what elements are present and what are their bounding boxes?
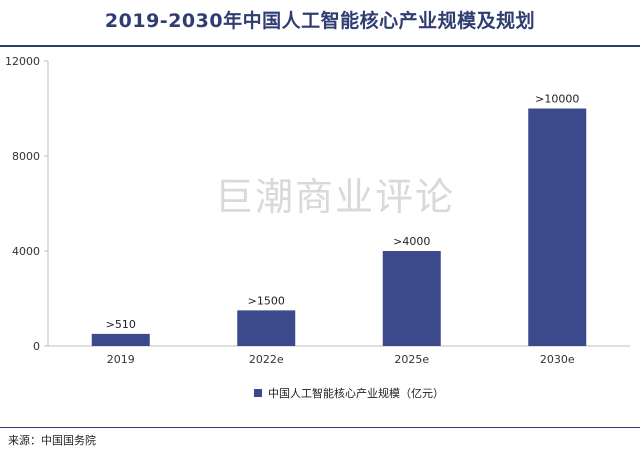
x-tick-label: 2030e (540, 353, 575, 366)
bar (237, 310, 296, 346)
watermark-text: 巨潮商业评论 (215, 175, 455, 219)
bar (91, 333, 150, 346)
bar-data-label: >510 (106, 318, 136, 331)
y-tick-label: 8000 (12, 150, 40, 163)
x-tick-label: 2022e (249, 353, 284, 366)
bar-data-label: >10000 (535, 93, 579, 106)
bar-data-label: >4000 (393, 235, 430, 248)
x-tick-label: 2019 (107, 353, 135, 366)
x-tick-label: 2025e (394, 353, 429, 366)
title-divider (0, 45, 640, 47)
page-title: 2019-2030年中国人工智能核心产业规模及规划 (104, 10, 536, 32)
legend-swatch (254, 389, 262, 397)
y-tick-label: 4000 (12, 245, 40, 258)
bar (382, 251, 441, 346)
y-tick-label: 12000 (5, 55, 40, 68)
chart-legend: 中国人工智能核心产业规模（亿元） (254, 386, 444, 400)
bar-chart: 巨潮商业评论 0 4000 8000 12000 >510 2019 >1500 2022e… (5, 55, 630, 400)
bar-series: >510 2019 >1500 2022e >4000 2025e >10000 2030e (91, 93, 587, 366)
bar (528, 108, 587, 346)
y-tick-label: 0 (33, 340, 40, 353)
source-note: 来源：中国国务院 (8, 434, 96, 447)
footer-divider (0, 427, 640, 428)
legend-label: 中国人工智能核心产业规模（亿元） (268, 386, 444, 400)
bar-data-label: >1500 (248, 294, 285, 307)
